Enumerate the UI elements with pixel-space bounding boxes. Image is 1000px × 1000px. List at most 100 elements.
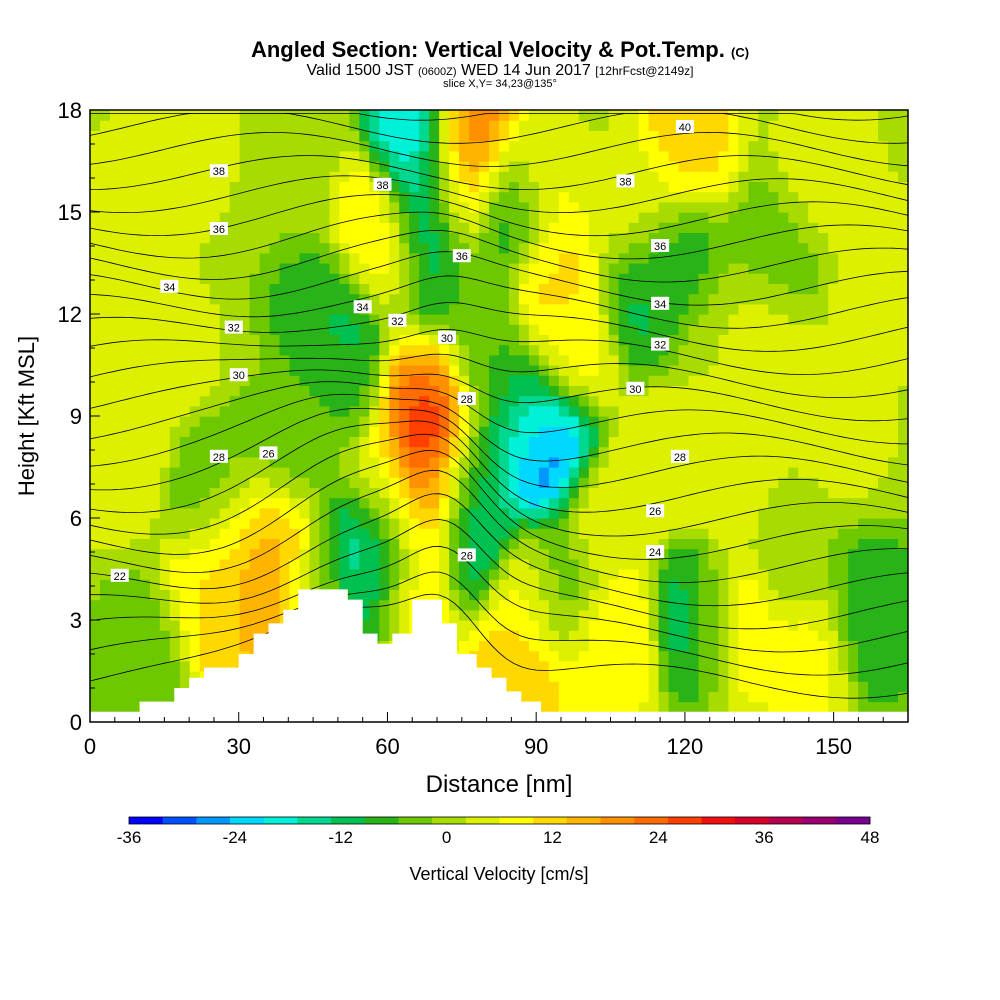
velocity-cell [299,293,311,305]
velocity-cell [90,487,101,499]
velocity-cell [459,558,470,570]
velocity-cell [508,426,520,437]
velocity-cell [90,446,101,458]
velocity-cell [728,436,740,448]
velocity-cell [538,354,550,366]
velocity-cell [718,283,730,295]
velocity-cell [568,640,580,652]
velocity-cell [499,354,510,366]
velocity-cell [239,191,251,203]
velocity-cell [578,140,590,152]
velocity-cell [189,120,201,131]
velocity-cell [90,497,101,509]
velocity-cell [608,201,620,213]
velocity-cell [738,365,749,376]
velocity-cell [279,293,291,305]
velocity-cell [109,222,121,233]
velocity-cell [109,467,121,478]
velocity-cell [469,620,480,631]
velocity-cell [788,609,799,621]
velocity-cell [479,334,490,346]
velocity-cell [858,446,869,458]
velocity-cell [838,283,849,295]
velocity-cell [379,191,390,203]
velocity-cell [768,252,779,264]
velocity-cell [688,334,700,346]
velocity-cell [309,110,321,121]
velocity-cell [359,201,370,213]
velocity-cell [419,467,430,478]
velocity-cell [708,334,720,346]
velocity-cell [229,181,241,193]
velocity-cell [349,324,360,335]
velocity-cell [369,487,380,499]
velocity-cell [149,477,161,488]
velocity-cell [708,650,720,662]
velocity-cell [538,630,550,641]
velocity-cell [239,242,251,254]
velocity-cell [269,252,281,264]
velocity-cell [479,293,490,305]
velocity-cell [389,507,400,519]
velocity-cell [838,171,849,182]
velocity-cell [838,569,849,580]
velocity-cell [149,171,161,182]
velocity-cell [379,120,390,131]
velocity-cell [798,630,809,641]
velocity-cell [618,579,630,590]
velocity-cell [319,569,331,580]
velocity-cell [658,558,670,570]
velocity-cell [598,222,610,233]
velocity-cell [868,487,879,499]
velocity-cell [788,467,799,478]
velocity-cell [528,487,540,499]
velocity-cell [309,232,321,244]
velocity-cell [109,528,121,539]
velocity-cell [548,395,560,407]
velocity-cell [718,354,730,366]
velocity-cell [638,283,650,295]
velocity-cell [858,436,869,448]
velocity-cell [359,558,370,570]
velocity-cell [439,589,450,601]
velocity-cell [369,293,380,305]
velocity-cell [259,283,271,295]
velocity-cell [658,283,670,295]
velocity-cell [489,303,500,315]
velocity-cell [299,518,311,529]
velocity-cell [518,283,530,295]
velocity-cell [858,293,869,305]
velocity-cell [179,130,191,142]
velocity-cell [788,293,799,305]
velocity-cell [678,477,690,488]
velocity-cell [239,538,251,550]
velocity-cell [90,242,101,254]
velocity-cell [748,354,759,366]
velocity-cell [708,354,720,366]
velocity-cell [818,671,829,682]
velocity-cell [259,395,271,407]
velocity-cell [109,130,121,142]
velocity-cell [798,171,809,182]
velocity-cell [858,324,869,335]
velocity-cell [808,518,819,529]
velocity-cell [618,630,630,641]
velocity-cell [329,375,340,386]
velocity-cell [469,630,480,641]
velocity-cell [578,130,590,142]
velocity-cell [179,446,191,458]
velocity-cell [389,344,400,356]
velocity-cell [688,130,700,142]
velocity-cell [159,110,171,121]
velocity-cell [878,477,889,488]
velocity-cell [259,120,271,131]
velocity-cell [309,354,321,366]
velocity-cell [838,599,849,611]
velocity-cell [648,212,660,223]
velocity-cell [289,222,301,233]
velocity-cell [738,232,749,244]
velocity-cell [818,538,829,550]
velocity-cell [379,354,390,366]
velocity-cell [439,232,450,244]
